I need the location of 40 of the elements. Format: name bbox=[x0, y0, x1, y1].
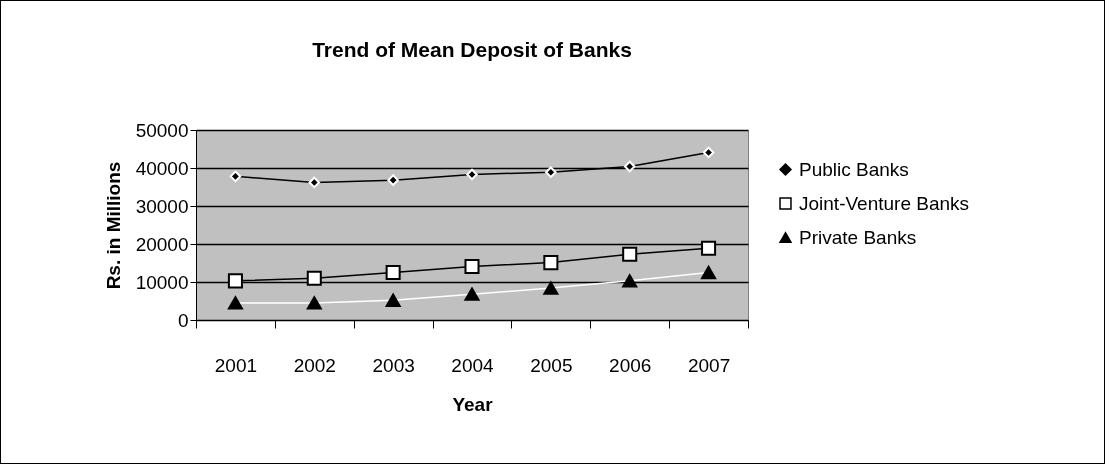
legend-label: Public Banks bbox=[799, 158, 909, 180]
point bbox=[464, 258, 480, 274]
x-tick-label: 2001 bbox=[214, 354, 258, 376]
point bbox=[701, 240, 717, 256]
point bbox=[543, 281, 559, 295]
point bbox=[385, 264, 401, 281]
y-tick-label: 50000 bbox=[135, 119, 189, 141]
point bbox=[623, 160, 636, 173]
point bbox=[385, 293, 401, 307]
legend-label: Joint-Venture Banks bbox=[799, 192, 970, 214]
x-tick-label: 2007 bbox=[687, 354, 731, 376]
y-tick-label: 20000 bbox=[135, 233, 189, 255]
point bbox=[227, 296, 243, 310]
point bbox=[622, 246, 638, 262]
point bbox=[622, 274, 638, 288]
x-tick-label: 2003 bbox=[372, 354, 415, 376]
point bbox=[306, 296, 322, 310]
y-tick-label: 10000 bbox=[135, 271, 189, 293]
point bbox=[464, 287, 480, 301]
legend-label: Private Banks bbox=[799, 226, 917, 248]
point bbox=[306, 270, 322, 286]
y-tick-label: 30000 bbox=[135, 195, 189, 217]
point bbox=[701, 265, 717, 280]
y-tick-label: 40000 bbox=[135, 157, 189, 179]
x-axis-title: Year bbox=[452, 393, 494, 415]
point bbox=[387, 174, 399, 186]
point bbox=[229, 170, 242, 183]
point bbox=[308, 176, 321, 189]
y-tick-label: 0 bbox=[177, 309, 189, 331]
point bbox=[227, 273, 243, 289]
point bbox=[466, 168, 478, 181]
y-axis-title: Rs. in Millions bbox=[102, 161, 124, 290]
x-tick-label: 2006 bbox=[609, 354, 652, 376]
x-tick-label: 2004 bbox=[451, 354, 495, 376]
x-tick-label: 2005 bbox=[530, 354, 573, 376]
point bbox=[543, 255, 559, 271]
chart-title: Trend of Mean Deposit of Banks bbox=[312, 38, 632, 61]
point bbox=[545, 166, 557, 178]
x-tick-label: 2002 bbox=[293, 354, 336, 376]
point bbox=[702, 146, 715, 159]
